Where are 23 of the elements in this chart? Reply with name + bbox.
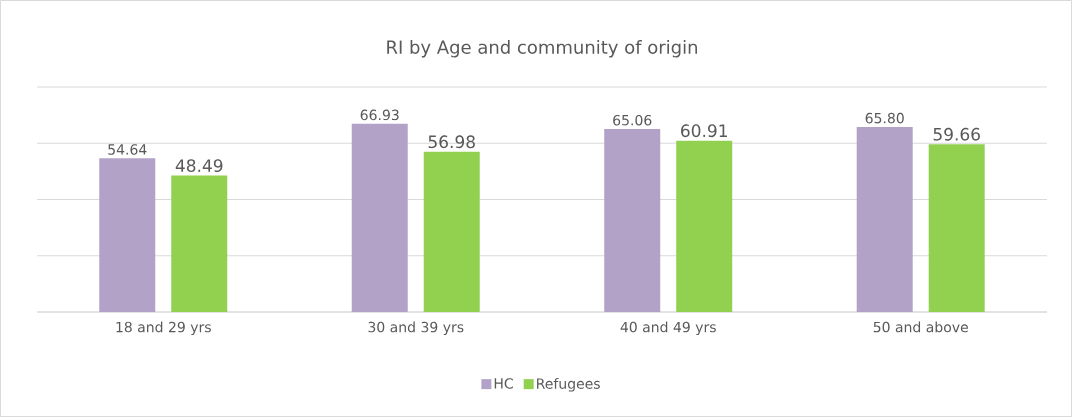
bar bbox=[856, 126, 913, 312]
bar bbox=[604, 129, 661, 312]
data-label: 60.91 bbox=[681, 124, 727, 138]
x-tick-label: 40 and 49 yrs bbox=[620, 321, 716, 336]
data-label: 56.98 bbox=[428, 135, 475, 149]
x-tick-label: 50 and above bbox=[873, 321, 968, 333]
data-label: 54.64 bbox=[108, 144, 147, 155]
data-label: 48.49 bbox=[175, 159, 223, 173]
bar bbox=[928, 144, 985, 312]
data-label: 59.66 bbox=[933, 127, 980, 141]
data-label: 66.93 bbox=[360, 109, 399, 121]
bar bbox=[676, 140, 733, 312]
bar bbox=[351, 123, 408, 312]
bar bbox=[99, 158, 156, 312]
bar bbox=[171, 175, 228, 312]
x-tick-label: 30 and 39 yrs bbox=[368, 321, 464, 336]
legend-label: HC bbox=[494, 378, 513, 389]
data-label: 65.06 bbox=[613, 114, 652, 126]
legend-label: Refugees bbox=[537, 378, 600, 392]
bar bbox=[423, 151, 480, 312]
data-label: 65.80 bbox=[865, 112, 904, 124]
chart-title: RI by Age and community of origin bbox=[387, 40, 697, 58]
x-tick-label: 18 and 29 yrs bbox=[116, 321, 211, 336]
